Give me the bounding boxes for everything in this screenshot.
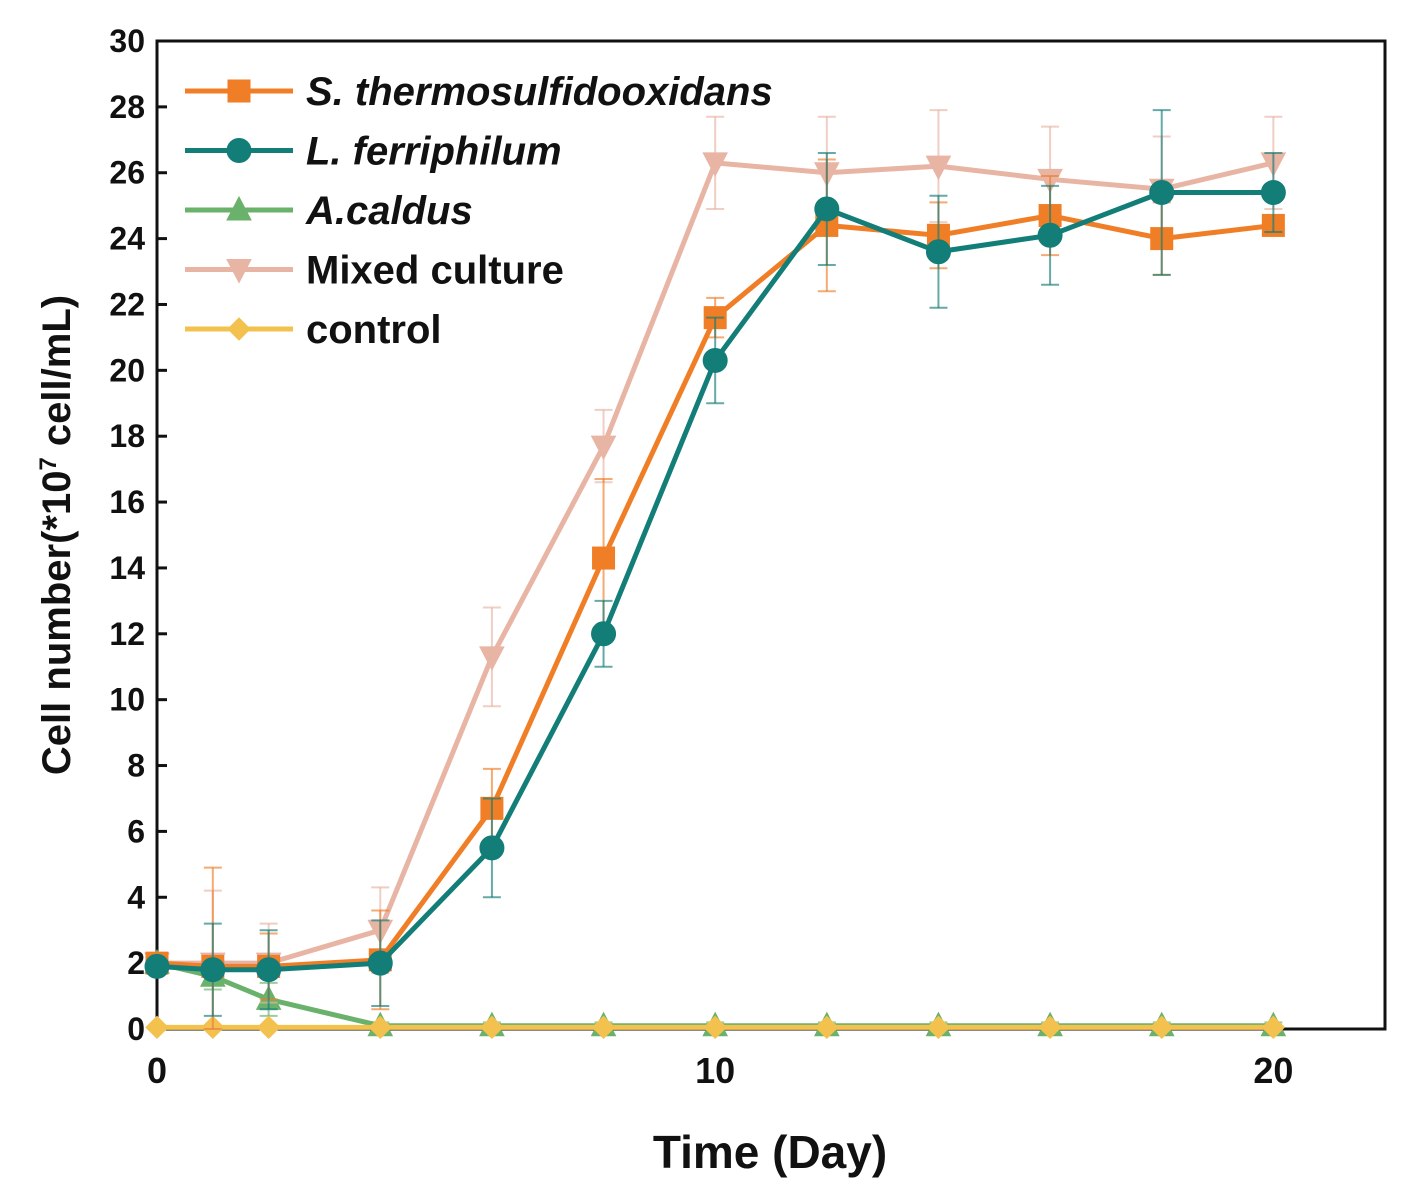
y-tick-label: 24	[109, 221, 145, 257]
y-tick-label: 14	[109, 550, 145, 586]
data-point	[592, 546, 616, 570]
y-axis-title-sup: 7	[35, 457, 62, 470]
legend-item-4: Mixed culture	[185, 249, 564, 293]
legend-marker	[226, 138, 252, 163]
data-point	[925, 155, 952, 181]
series-5	[145, 1015, 1286, 1040]
y-tick-label: 12	[109, 616, 145, 652]
data-point	[480, 1015, 504, 1040]
x-axis-title: Time (Day)	[653, 1126, 887, 1178]
data-point	[479, 835, 505, 861]
series-2	[144, 109, 1286, 1017]
y-tick-label: 18	[109, 418, 145, 454]
data-point	[814, 196, 840, 222]
y-tick-label: 8	[127, 748, 145, 784]
legend-item-1: S. thermosulfidooxidans	[185, 70, 773, 114]
data-point	[591, 621, 617, 647]
y-tick-label: 22	[109, 286, 145, 322]
legend-item-5: control	[185, 308, 442, 352]
data-point	[144, 953, 170, 979]
data-point	[479, 646, 505, 671]
legend-label: A.caldus	[305, 189, 473, 233]
data-point	[200, 957, 226, 983]
y-tick-label: 10	[109, 682, 145, 718]
legend-item-2: L. ferriphilum	[185, 130, 562, 174]
data-point	[703, 1015, 727, 1040]
legend-label: Mixed culture	[306, 249, 564, 293]
data-point	[1149, 179, 1175, 205]
y-tick-label: 6	[127, 813, 145, 849]
y-tick-label: 0	[127, 1011, 145, 1047]
y-tick-label: 28	[109, 89, 145, 125]
legend-label: control	[306, 308, 442, 352]
data-point	[145, 1015, 169, 1040]
legend-marker	[226, 259, 252, 284]
legend-item-3: A.caldus	[185, 189, 473, 233]
legend-label: L. ferriphilum	[306, 130, 562, 174]
series-group	[144, 109, 1287, 1040]
data-point	[256, 1015, 281, 1040]
x-tick-label: 10	[695, 1050, 735, 1091]
y-tick-label: 4	[127, 879, 145, 915]
y-tick-label: 20	[109, 352, 145, 388]
y-tick-label: 26	[109, 155, 145, 191]
data-point	[702, 152, 729, 177]
legend: S. thermosulfidooxidans L. ferriphilum A.c…	[185, 70, 773, 352]
data-point	[1037, 222, 1063, 248]
legend-marker	[227, 79, 251, 103]
data-point	[926, 1015, 951, 1040]
x-tick-label: 20	[1253, 1050, 1293, 1091]
data-point	[1261, 1015, 1286, 1040]
data-point	[1150, 1015, 1174, 1040]
data-point	[925, 239, 951, 265]
data-point	[256, 957, 282, 983]
y-axis-title-tail: cell/mL)	[35, 295, 79, 457]
data-point	[815, 1015, 839, 1040]
data-point	[368, 1015, 392, 1040]
y-axis-title-main: Cell number(*10	[35, 471, 79, 776]
legend-marker	[226, 195, 252, 221]
y-tick-label: 2	[127, 945, 145, 981]
y-tick-label: 30	[109, 23, 145, 59]
data-point	[1038, 1015, 1062, 1040]
x-tick-label: 0	[147, 1050, 167, 1091]
y-axis-title: Cell number(*107 cell/mL)	[35, 295, 79, 775]
y-tick-label: 16	[109, 484, 145, 520]
data-point	[1260, 179, 1286, 205]
legend-label: S. thermosulfidooxidans	[306, 70, 773, 114]
data-point	[367, 950, 393, 976]
data-point	[591, 1015, 616, 1040]
data-point	[702, 347, 728, 373]
data-point	[590, 435, 617, 461]
legend-marker	[227, 317, 251, 341]
